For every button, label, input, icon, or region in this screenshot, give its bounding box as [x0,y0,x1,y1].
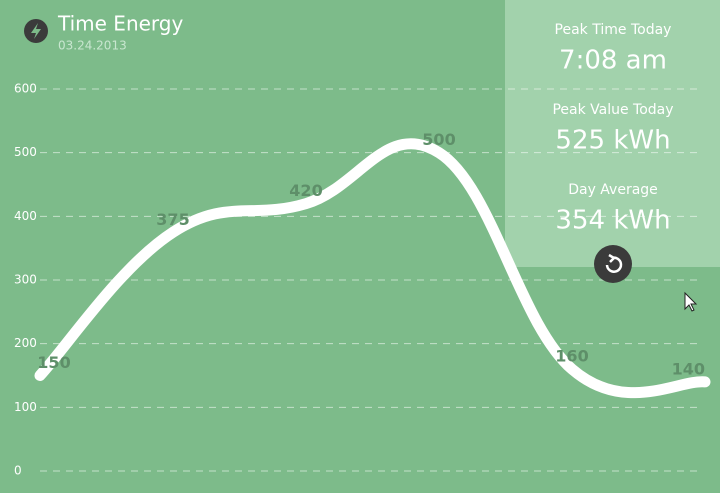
stat-value: 7:08 am [559,46,667,76]
stat-value: 525 kWh [555,126,670,156]
y-tick-label: 300 [14,273,37,287]
y-tick-label: 200 [14,336,37,350]
y-tick-label: 0 [14,464,22,478]
data-label: 160 [555,347,588,366]
stat-label: Peak Time Today [555,22,672,38]
bolt [31,23,41,39]
y-tick-label: 600 [14,82,37,96]
data-label: 150 [37,353,70,372]
line [34,138,711,399]
y-tick-label: 400 [14,209,37,223]
data-label: 420 [289,181,322,200]
stat-label: Peak Value Today [552,102,673,118]
data-label: 375 [156,210,189,229]
stat-label: Day Average [568,182,658,198]
refresh-icon [605,256,623,273]
data-label: 140 [672,359,705,378]
chart-subtitle: 03.24.2013 [58,39,127,53]
cursor [684,291,698,312]
stats-panel [505,0,720,267]
stat-value: 354 kWh [555,206,670,236]
chart-title: Time Energy [57,12,183,36]
refresh-arrow [608,253,617,263]
refresh-button[interactable] [594,245,632,283]
data-label: 500 [422,130,455,149]
y-tick-label: 100 [14,400,37,414]
y-tick-label: 500 [14,145,37,159]
